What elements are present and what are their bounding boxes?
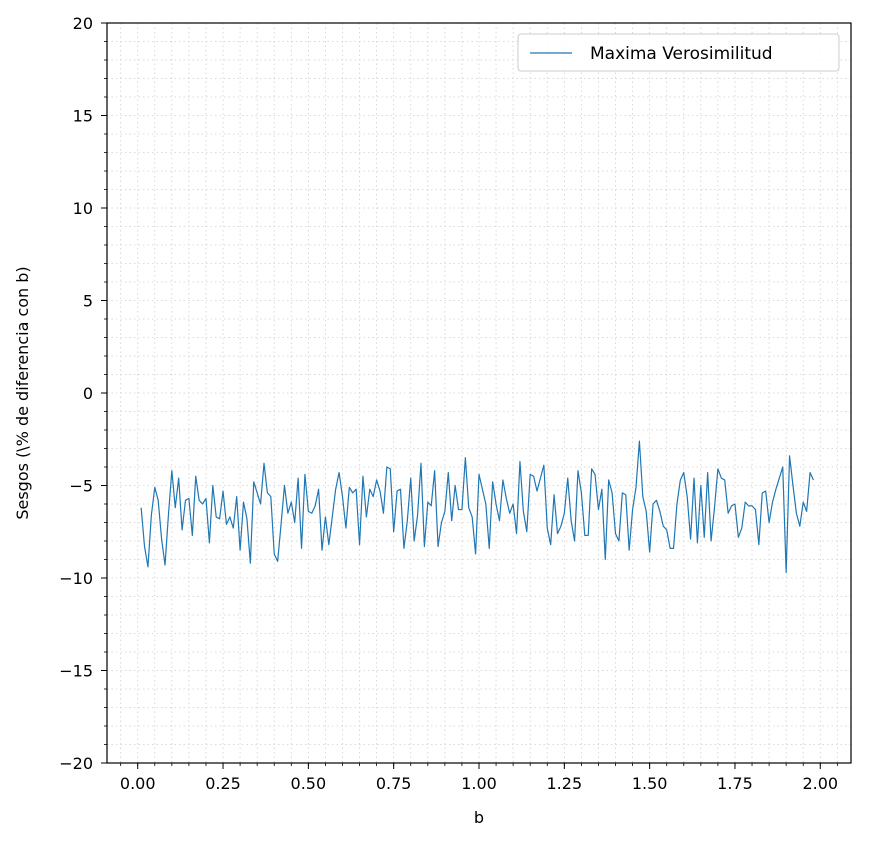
y-tick-label: −20: [59, 754, 93, 773]
tick-labels: 0.00 0.25 0.50 0.75 1.00 1.25 1.50 1.75 2.00 −20 −…: [59, 14, 838, 793]
y-tick-label: −5: [69, 477, 93, 496]
legend-box: [517, 33, 840, 72]
x-tick-label: 0.50: [291, 774, 327, 793]
y-tick-label: 5: [83, 292, 93, 311]
x-tick-label: 1.75: [717, 774, 753, 793]
y-tick-label: −10: [59, 569, 93, 588]
x-tick-label: 2.00: [802, 774, 838, 793]
legend: Maxima Verosimilitud: [517, 33, 840, 72]
x-tick-label: 0.00: [120, 774, 156, 793]
y-axis-label: Sesgos (\% de diferencia con b): [13, 266, 32, 519]
y-tick-label: 20: [73, 14, 93, 33]
y-tick-label: 0: [83, 384, 93, 403]
y-tick-label: −15: [59, 662, 93, 681]
y-tick-label: 10: [73, 199, 93, 218]
x-axis-label: b: [474, 808, 484, 827]
ticks: [101, 22, 838, 769]
x-tick-label: 1.00: [461, 774, 497, 793]
series-layer: [140, 440, 815, 574]
grid: [107, 22, 851, 764]
x-tick-label: 1.50: [632, 774, 668, 793]
x-tick-label: 1.25: [547, 774, 583, 793]
x-tick-label: 0.25: [205, 774, 241, 793]
x-tick-label: 0.75: [376, 774, 412, 793]
y-tick-label: 15: [73, 107, 93, 126]
legend-label: Maxima Verosimilitud: [590, 44, 773, 64]
series-line: [140, 440, 815, 574]
